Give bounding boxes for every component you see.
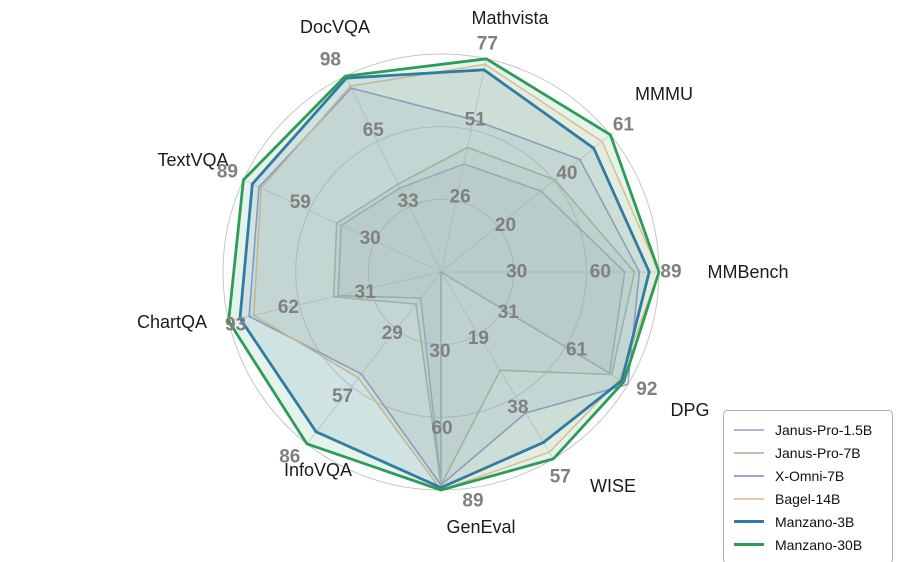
series-line-manzano-3b	[238, 68, 651, 490]
grid-spoke-docvqa	[345, 75, 442, 273]
series-line-manzano-30b	[227, 57, 661, 492]
grid-spoke-infovqa	[306, 271, 442, 445]
legend-item-janus-pro-7b: Janus-Pro-7B	[734, 441, 882, 464]
ring-label-inner-infovqa: 29	[382, 323, 403, 344]
legend-label: Manzano-3B	[775, 513, 855, 530]
ring-label-inner-chartqa: 31	[355, 282, 377, 303]
axis-label-mathvista: Mathvista	[471, 8, 549, 28]
grid-spoke-textvqa	[243, 179, 442, 273]
ring-label-middle-mathvista: 51	[465, 109, 487, 130]
ring-label-outer-mathvista: 77	[477, 33, 498, 54]
ring-label-outer-mmbench: 89	[660, 262, 681, 283]
ring-label-inner-dpg: 31	[498, 302, 520, 323]
axis-label-chartqa: ChartQA	[137, 312, 207, 332]
ring-label-inner-textvqa: 30	[360, 228, 381, 249]
ring-label-middle-mmbench: 60	[590, 262, 611, 283]
legend-swatch-icon	[734, 428, 764, 431]
axis-label-infovqa: InfoVQA	[284, 460, 352, 480]
ring-label-inner-mmbench: 30	[506, 262, 527, 283]
legend-item-manzano-30b: Manzano-30B	[734, 533, 882, 556]
grid-spoke-mmmu	[440, 134, 611, 273]
series-fill-manzano-3b	[240, 69, 650, 488]
axis-label-mmmu: MMMU	[635, 84, 693, 104]
ring-label-middle-chartqa: 62	[278, 297, 299, 318]
ring-label-outer-textvqa: 89	[217, 161, 238, 182]
ring-label-middle-docvqa: 65	[363, 120, 385, 141]
ring-label-middle-geneval: 60	[431, 418, 452, 439]
series-fill-x-omni-7b	[249, 88, 640, 486]
ring-label-middle-mmmu: 40	[556, 163, 577, 184]
legend-label: Janus-Pro-7B	[775, 444, 861, 461]
axis-label-mmbench: MMBench	[707, 262, 788, 282]
ring-label-inner-mathvista: 26	[450, 186, 471, 207]
ring-label-inner-docvqa: 33	[398, 191, 419, 212]
ring-label-inner-wise: 19	[468, 328, 489, 349]
series-fill-janus-pro-1.5b	[338, 164, 625, 483]
legend-swatch-icon	[734, 451, 764, 454]
legend-swatch-icon	[734, 497, 764, 500]
legend-item-janus-pro-1.5b: Janus-Pro-1.5B	[734, 418, 882, 441]
legend-swatch-icon	[734, 474, 764, 477]
ring-label-outer-mmmu: 61	[613, 114, 635, 135]
ring-label-middle-infovqa: 57	[332, 386, 353, 407]
legend: Janus-Pro-1.5B Janus-Pro-7B X-Omni-7B Bagel…	[723, 410, 893, 562]
ring-label-middle-dpg: 61	[566, 339, 588, 360]
ring-label-outer-infovqa: 86	[279, 446, 300, 467]
series-fill-bagel-14b	[253, 64, 659, 491]
legend-item-manzano-3b: Manzano-3B	[734, 510, 882, 533]
axis-label-dpg: DPG	[670, 400, 709, 420]
ring-label-outer-wise: 57	[550, 466, 571, 487]
legend-label: X-Omni-7B	[775, 467, 845, 484]
legend-item-bagel-14b: Bagel-14B	[734, 487, 882, 510]
legend-item-x-omni-7b: X-Omni-7B	[734, 464, 882, 487]
ring-label-inner-geneval: 30	[429, 341, 450, 362]
legend-swatch-icon	[734, 520, 764, 523]
grid-spoke-mathvista	[440, 58, 487, 273]
ring-label-inner-mmmu: 20	[495, 215, 516, 236]
ring-label-outer-docvqa: 98	[320, 50, 341, 71]
axis-label-textvqa: TextVQA	[157, 150, 228, 170]
ring-label-middle-textvqa: 59	[290, 192, 311, 213]
legend-label: Bagel-14B	[775, 490, 841, 507]
series-fill-janus-pro-7b	[333, 147, 635, 486]
axis-label-wise: WISE	[590, 476, 636, 496]
ring-label-outer-chartqa: 93	[225, 315, 246, 336]
axis-label-docvqa: DocVQA	[300, 17, 370, 37]
ring-label-middle-wise: 38	[507, 397, 528, 418]
series-fill-manzano-30b	[228, 58, 659, 491]
ring-label-outer-geneval: 89	[462, 491, 483, 512]
axis-label-geneval: GenEval	[446, 517, 515, 537]
grid-spoke-wise	[440, 271, 554, 460]
legend-label: Janus-Pro-1.5B	[775, 421, 873, 438]
series-line-x-omni-7b	[248, 87, 641, 486]
legend-label: Manzano-30B	[775, 536, 863, 553]
legend-swatch-icon	[734, 543, 764, 546]
ring-label-outer-dpg: 92	[636, 379, 657, 400]
